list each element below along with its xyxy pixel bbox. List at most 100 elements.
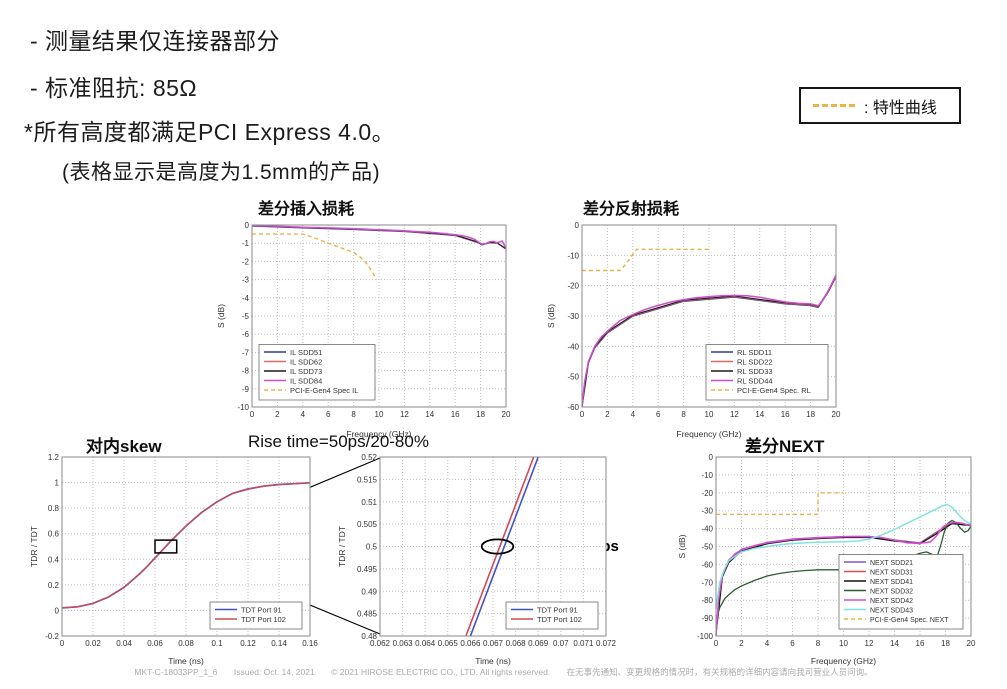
header-line-measurement: - 测量结果仅连接器部分 [30, 28, 281, 54]
svg-text:0: 0 [60, 639, 65, 648]
series-NEXT SDD43 [715, 503, 972, 610]
svg-text:10: 10 [705, 410, 714, 419]
axis-tick-labels: 0 0.02 0.04 0.06 0.08 0.1 0.12 0.14 0.16-0.200.2… [45, 453, 318, 648]
svg-text:NEXT SDD21: NEXT SDD21 [870, 560, 913, 567]
svg-text:8: 8 [816, 639, 821, 648]
svg-text:IL SDD62: IL SDD62 [290, 357, 322, 366]
svg-text:16: 16 [781, 410, 790, 419]
svg-text:RL SDD44: RL SDD44 [737, 376, 773, 385]
svg-text:S (dB): S (dB) [216, 304, 226, 328]
svg-text:0.07: 0.07 [553, 639, 569, 648]
svg-text:-10: -10 [237, 403, 249, 412]
svg-text:4: 4 [765, 639, 770, 648]
svg-text:-4: -4 [242, 294, 250, 303]
svg-text:14: 14 [425, 410, 434, 419]
svg-text:0.068: 0.068 [506, 639, 527, 648]
svg-text:18: 18 [476, 410, 485, 419]
series-lines [61, 481, 311, 609]
svg-text:-7: -7 [242, 348, 250, 357]
svg-text:PCI-E-Gen4 Spec. NEXT: PCI-E-Gen4 Spec. NEXT [870, 617, 949, 624]
svg-text:Time (ns): Time (ns) [168, 656, 204, 666]
svg-text:2: 2 [275, 410, 280, 419]
header-line-height-note: (表格显示是高度为1.5mm的产品) [62, 161, 381, 184]
svg-text:TDR / TDT: TDR / TDT [337, 526, 347, 567]
svg-text:0.062: 0.062 [370, 639, 391, 648]
svg-text:0: 0 [250, 410, 255, 419]
svg-text:4: 4 [301, 410, 306, 419]
svg-text:0.5: 0.5 [366, 543, 378, 552]
svg-text:-0.2: -0.2 [45, 632, 59, 641]
svg-text:Frequency (GHz): Frequency (GHz) [346, 429, 411, 439]
axis-tick-labels: 0 2 4 6 8 10 12 14 16 18 20 0 -10 -20 -30 -40 -50 -60 -70 -… [697, 453, 976, 648]
footer-doc-number: MKT-C-18033PP_1_6 [134, 667, 218, 677]
svg-text:12: 12 [865, 639, 874, 648]
svg-text:Frequency (GHz): Frequency (GHz) [811, 656, 876, 666]
svg-text:0.08: 0.08 [178, 639, 194, 648]
svg-text:10: 10 [839, 639, 848, 648]
axis-titles: Frequency (GHz) S (dB) [677, 534, 876, 666]
svg-text:-8: -8 [242, 367, 250, 376]
svg-text:0.064: 0.064 [415, 639, 436, 648]
svg-text:NEXT SDD41: NEXT SDD41 [870, 579, 913, 586]
series-lines [465, 456, 539, 637]
svg-text:0.14: 0.14 [271, 639, 287, 648]
series-TDT Port 91 [469, 456, 539, 637]
svg-text:0: 0 [714, 639, 719, 648]
series-PCI-E-Gen4 Spec IL [252, 233, 378, 280]
svg-text:-2: -2 [242, 257, 250, 266]
svg-text:-10: -10 [701, 471, 713, 480]
svg-text:0.066: 0.066 [460, 639, 481, 648]
svg-text:NEXT SDD43: NEXT SDD43 [870, 607, 913, 614]
rise-time-label: Rise time=50ps/20-80% [248, 432, 429, 451]
svg-text:0.06: 0.06 [147, 639, 163, 648]
svg-text:0.063: 0.063 [393, 639, 414, 648]
svg-text:0.49: 0.49 [361, 587, 377, 596]
svg-text:RL SDD11: RL SDD11 [737, 348, 772, 357]
svg-text:-10: -10 [567, 251, 579, 260]
svg-text:IL SDD51: IL SDD51 [290, 348, 322, 357]
svg-text:-50: -50 [701, 543, 713, 552]
svg-text:0.1: 0.1 [211, 639, 223, 648]
svg-text:6: 6 [790, 639, 795, 648]
chart-title-insertion-loss: 差分插入损耗 [258, 201, 355, 218]
svg-text:-60: -60 [567, 403, 579, 412]
svg-text:0: 0 [580, 410, 585, 419]
chart-insertion-loss: 0 2 4 6 8 10 12 14 16 18 200-1-2-3-4-5-6-7-8-9-10F… [216, 221, 511, 439]
svg-text:0.8: 0.8 [48, 504, 60, 513]
svg-text:0.12: 0.12 [240, 639, 256, 648]
svg-text:20: 20 [967, 639, 976, 648]
svg-text:TDT Port 102: TDT Port 102 [241, 615, 286, 624]
svg-text:0.04: 0.04 [116, 639, 132, 648]
chart-return-loss: 0 2 4 6 8 10 12 14 16 18 200-10-20-30-40-50-60Freq… [546, 221, 841, 439]
svg-text:-30: -30 [567, 312, 579, 321]
svg-text:-20: -20 [567, 282, 579, 291]
svg-text:NEXT SDD31: NEXT SDD31 [870, 569, 913, 576]
svg-text:0.065: 0.065 [438, 639, 459, 648]
svg-text:0.16: 0.16 [302, 639, 318, 648]
svg-text:-20: -20 [701, 489, 713, 498]
svg-text:0.2: 0.2 [48, 581, 60, 590]
svg-text:0.52: 0.52 [361, 453, 377, 462]
svg-text:0.069: 0.069 [528, 639, 549, 648]
svg-text:-1: -1 [242, 239, 250, 248]
header-line-impedance: - 标准阻抗: 85Ω [30, 75, 198, 101]
svg-text:-3: -3 [242, 276, 250, 285]
svg-text:6: 6 [326, 410, 331, 419]
svg-text:2: 2 [739, 639, 744, 648]
svg-text:14: 14 [890, 639, 899, 648]
svg-text:0.51: 0.51 [361, 498, 377, 507]
svg-text:0.485: 0.485 [357, 610, 378, 619]
axis-tick-labels: 0 2 4 6 8 10 12 14 16 18 20 0 -1 -2 -3 -4 -5 -6 -7 -8 -9 -10 [237, 221, 511, 419]
svg-text:-6: -6 [242, 330, 250, 339]
svg-text:RL SDD33: RL SDD33 [737, 367, 773, 376]
svg-text:IL SDD84: IL SDD84 [290, 376, 322, 385]
skew-ellipse [480, 538, 515, 555]
dashed-line-icon [813, 104, 855, 107]
svg-text:-60: -60 [701, 560, 713, 569]
svg-text:1.2: 1.2 [48, 453, 60, 462]
footer-notice: 在无事先通知、变更规格的情况时，有关规格的详细内容请向我司营业人员问询。 [566, 667, 873, 677]
